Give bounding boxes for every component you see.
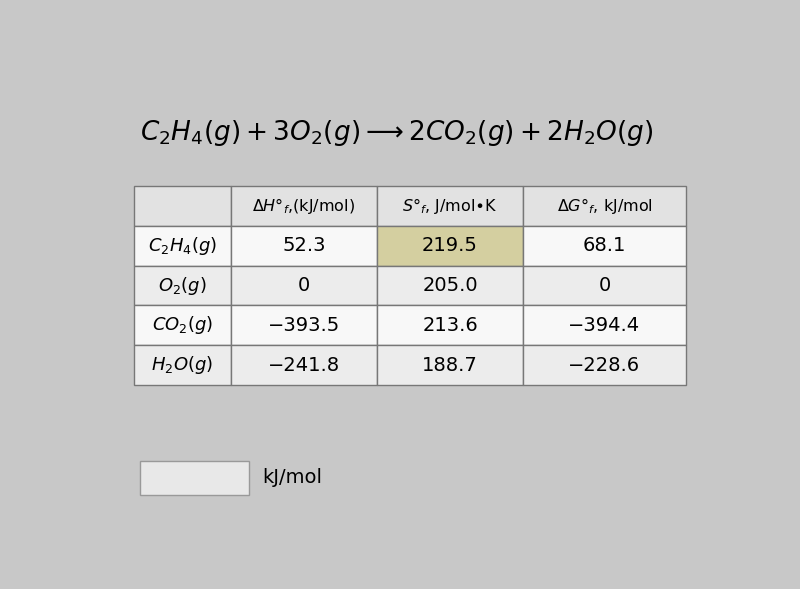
Text: 52.3: 52.3: [282, 236, 326, 256]
Text: 0: 0: [598, 276, 610, 295]
Text: $S°_f$, J/mol$\bullet$K: $S°_f$, J/mol$\bullet$K: [402, 196, 498, 216]
Text: $CO_2(g)$: $CO_2(g)$: [152, 315, 213, 336]
Bar: [523, 186, 686, 226]
Bar: [377, 345, 523, 385]
Text: 205.0: 205.0: [422, 276, 478, 295]
Text: 0: 0: [298, 276, 310, 295]
Bar: [377, 226, 523, 266]
Bar: [134, 345, 230, 385]
Text: −228.6: −228.6: [569, 356, 641, 375]
Text: 219.5: 219.5: [422, 236, 478, 256]
Text: $\Delta H°_f$,(kJ/mol): $\Delta H°_f$,(kJ/mol): [252, 196, 355, 216]
Bar: [140, 461, 249, 495]
Bar: [230, 345, 377, 385]
Text: $O_2(g)$: $O_2(g)$: [158, 274, 206, 297]
Bar: [230, 226, 377, 266]
Text: −394.4: −394.4: [569, 316, 641, 335]
Bar: [377, 266, 523, 306]
Text: −241.8: −241.8: [268, 356, 340, 375]
Text: kJ/mol: kJ/mol: [262, 468, 322, 487]
Bar: [523, 266, 686, 306]
Bar: [230, 306, 377, 345]
Bar: [230, 266, 377, 306]
Bar: [523, 306, 686, 345]
Text: 188.7: 188.7: [422, 356, 478, 375]
Bar: [523, 226, 686, 266]
Bar: [230, 186, 377, 226]
Bar: [523, 345, 686, 385]
Text: $H_2O(g)$: $H_2O(g)$: [151, 354, 214, 376]
Text: $\Delta G°_f$, kJ/mol: $\Delta G°_f$, kJ/mol: [557, 196, 653, 216]
Bar: [134, 226, 230, 266]
Text: $C_2H_4(g)$: $C_2H_4(g)$: [148, 235, 217, 257]
Bar: [134, 186, 230, 226]
Text: $C_2H_4(g)+3O_2(g)\longrightarrow 2CO_2(g)+2H_2O(g)$: $C_2H_4(g)+3O_2(g)\longrightarrow 2CO_2(…: [140, 118, 654, 148]
Text: 68.1: 68.1: [583, 236, 626, 256]
Bar: [377, 306, 523, 345]
Bar: [377, 186, 523, 226]
Bar: [134, 266, 230, 306]
Bar: [134, 306, 230, 345]
Text: −393.5: −393.5: [268, 316, 340, 335]
Text: 213.6: 213.6: [422, 316, 478, 335]
